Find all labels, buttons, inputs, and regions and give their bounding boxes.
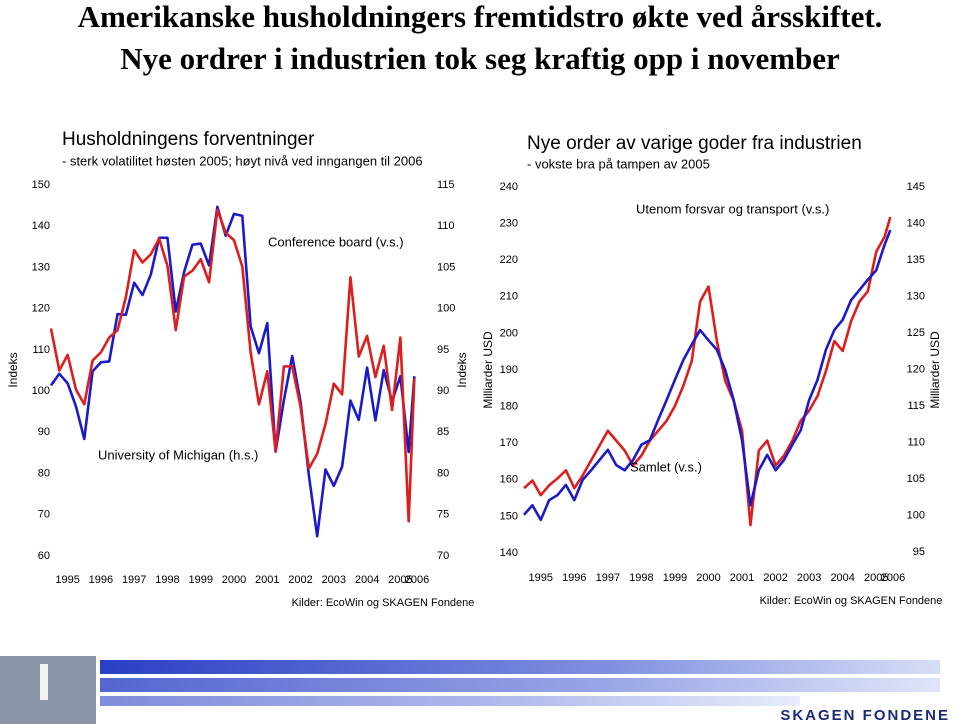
series-line [523,229,892,522]
footer: SKAGEN FONDENE [0,656,950,724]
x-tick-label: 1998 [155,574,179,586]
x-tick-label: 1997 [596,572,620,584]
x-tick-label: 2001 [255,574,279,586]
y2-tick-label: 140 [907,217,925,229]
y-tick-label: 140 [500,547,518,559]
x-tick-label: 2004 [355,574,379,586]
x-tick-label: 2005 [864,572,888,584]
slide-title-line: Amerikanske husholdningers fremtidstro ø… [78,0,883,34]
y2-tick-label: 125 [907,327,925,339]
y-tick-label: 140 [32,220,50,232]
y-tick-label: 240 [500,181,518,193]
y2-tick-label: 90 [437,385,449,397]
y-tick-label: 180 [500,401,518,413]
y2-axis-label: Milliarder USD [928,331,942,409]
x-tick-label: 2004 [830,572,854,584]
source: Kilder: EcoWin og SKAGEN Fondene [760,595,943,607]
source: Kilder: EcoWin og SKAGEN Fondene [292,597,475,609]
y2-tick-label: 130 [907,290,925,302]
x-tick-label: 2002 [763,572,787,584]
y-tick-label: 80 [38,467,50,479]
chart-subtitle: - sterk volatilitet høsten 2005; høyt ni… [62,153,423,168]
x-tick-label: 2005 [388,574,412,586]
x-tick-label: 1998 [629,572,653,584]
y-axis-label: Indeks [6,352,20,387]
y-tick-label: 170 [500,437,518,449]
y-tick-label: 200 [500,327,518,339]
y2-tick-label: 115 [437,179,455,191]
y2-tick-label: 115 [907,400,925,412]
series-annotation: University of Michigan (h.s.) [98,447,258,462]
y2-tick-label: 70 [437,550,449,562]
y-tick-label: 230 [500,218,518,230]
y2-tick-label: 105 [907,473,925,485]
series-line [523,216,892,527]
lighthouse [40,664,48,700]
y-tick-label: 60 [38,550,50,562]
x-tick-label: 1996 [562,572,586,584]
series-annotation: Samlet (v.s.) [630,459,702,474]
chart-title: Nye order av varige goder fra industrien [527,133,862,154]
series-annotation: Utenom forsvar og transport (v.s.) [636,201,829,216]
chart-title: Husholdningens forventninger [62,129,315,150]
y-tick-label: 150 [32,179,50,191]
footer-band [100,678,940,692]
x-tick-label: 2006 [405,574,429,586]
y-tick-label: 90 [38,426,50,438]
x-tick-label: 1995 [529,572,553,584]
x-tick-label: 1997 [122,574,146,586]
footer-logo: SKAGEN FONDENE [780,707,950,724]
x-tick-label: 2003 [322,574,346,586]
y2-tick-label: 105 [437,261,455,273]
x-tick-label: 2000 [696,572,720,584]
footer-band [100,660,940,674]
y2-tick-label: 110 [437,220,455,232]
x-tick-label: 2006 [881,572,905,584]
y-tick-label: 190 [500,364,518,376]
y-tick-label: 130 [32,261,50,273]
y-tick-label: 110 [32,344,50,356]
y2-tick-label: 75 [437,509,449,521]
y2-tick-label: 80 [437,467,449,479]
x-tick-label: 2002 [288,574,312,586]
x-tick-label: 2001 [730,572,754,584]
x-tick-label: 1999 [663,572,687,584]
y-tick-label: 160 [500,474,518,486]
y2-tick-label: 85 [437,426,449,438]
y2-axis-label: Indeks [455,352,469,387]
chart-subtitle: - vokste bra på tampen av 2005 [527,156,710,171]
x-tick-label: 1996 [89,574,113,586]
y2-tick-label: 95 [437,344,449,356]
y-tick-label: 220 [500,254,518,266]
x-tick-label: 1995 [55,574,79,586]
y2-tick-label: 120 [907,363,925,375]
y-tick-label: 70 [38,509,50,521]
slide-title-line: Nye ordrer i industrien tok seg kraftig … [120,41,840,76]
y2-tick-label: 100 [907,509,925,521]
series-line [49,208,416,523]
y-tick-label: 100 [32,385,50,397]
x-tick-label: 2003 [797,572,821,584]
series-annotation: Conference board (v.s.) [268,234,404,249]
y2-tick-label: 95 [913,546,925,558]
footer-band [100,696,800,706]
y-tick-label: 120 [32,303,50,315]
y2-tick-label: 135 [907,254,925,266]
y2-tick-label: 145 [907,181,925,193]
y-tick-label: 150 [500,510,518,522]
y2-tick-label: 100 [437,303,455,315]
series-line [49,205,416,538]
x-tick-label: 1999 [188,574,212,586]
y2-tick-label: 110 [907,436,925,448]
y-tick-label: 210 [500,291,518,303]
y-axis-label: Milliarder USD [481,331,495,409]
x-tick-label: 2000 [222,574,246,586]
